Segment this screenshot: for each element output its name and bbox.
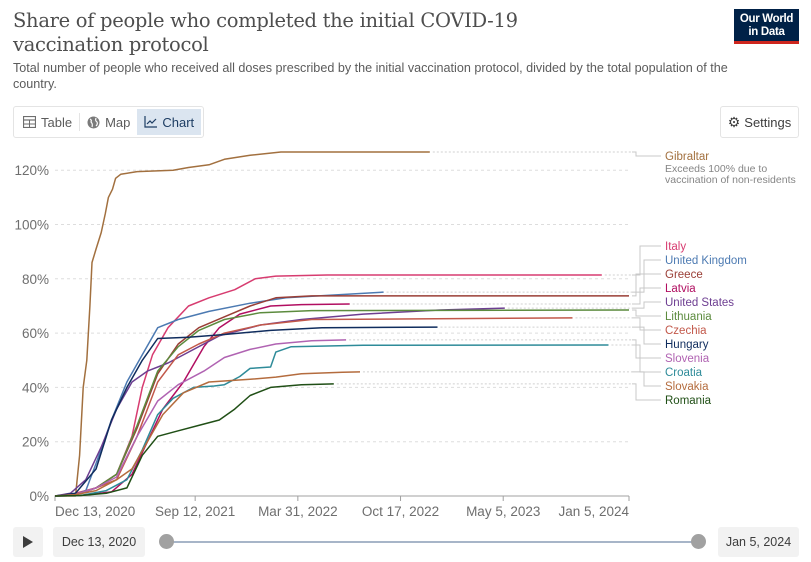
legend-label-greece: Greece — [665, 269, 703, 281]
legend-note: Exceeds 100% due to — [665, 163, 767, 175]
view-tabs: Table Map Chart — [13, 106, 205, 138]
legend-label-united-kingdom: United Kingdom — [665, 255, 747, 267]
globe-icon — [87, 116, 100, 128]
legend-label-hungary: Hungary — [665, 339, 709, 351]
tab-chart-label: Chart — [162, 114, 195, 130]
y-tick-label: 80% — [22, 272, 49, 287]
legend-connector — [632, 317, 661, 331]
y-axis-labels: 0% 20% 40% 60% 80% 100% 120% — [14, 163, 49, 504]
series-line-hungary — [54, 326, 438, 497]
legend-note: vaccination of non-residents — [665, 174, 796, 186]
legend-label-croatia: Croatia — [665, 367, 703, 379]
timeline-track[interactable] — [166, 541, 698, 543]
legend-label-czechia: Czechia — [665, 325, 707, 337]
series-line-lithuania — [54, 309, 630, 497]
x-tick-label: Dec 13, 2020 — [55, 504, 135, 519]
legend-connector — [632, 339, 661, 359]
series-line-united-states — [54, 307, 505, 497]
tab-map-label: Map — [105, 114, 131, 130]
legend-connector — [632, 344, 661, 373]
table-icon — [23, 116, 36, 128]
series-line-romania — [54, 383, 334, 497]
x-tick-label: Sep 12, 2021 — [155, 504, 235, 519]
legend-connector — [632, 301, 661, 309]
settings-button[interactable]: ⚙ Settings — [720, 106, 799, 138]
legend-connector — [632, 371, 661, 387]
y-tick-label: 40% — [22, 380, 49, 395]
play-icon — [23, 536, 33, 548]
legend-label-italy: Italy — [665, 241, 686, 253]
line-chart-icon — [144, 116, 158, 128]
series-line-croatia — [54, 344, 609, 497]
chart-subtitle: Total number of people who received all … — [13, 61, 728, 91]
tab-table[interactable]: Table — [16, 109, 79, 135]
x-tick-label: Jan 5, 2024 — [558, 504, 629, 519]
grid-lines — [55, 169, 629, 443]
y-tick-label: 100% — [14, 218, 49, 233]
settings-label: Settings — [744, 114, 792, 130]
legend-label-slovakia: Slovakia — [665, 381, 709, 393]
y-tick-label: 120% — [14, 163, 49, 178]
series-line-slovenia — [54, 339, 347, 497]
chart-title: Share of people who completed the initia… — [13, 9, 518, 56]
legend-label-slovenia: Slovenia — [665, 353, 710, 365]
y-tick-label: 20% — [22, 435, 49, 450]
legend-label-united-states: United States — [665, 297, 734, 309]
timeline-end-date[interactable]: Jan 5, 2024 — [718, 527, 799, 557]
x-tick-label: Oct 17, 2022 — [362, 504, 439, 519]
legend-connector — [632, 383, 661, 401]
legend-connector — [632, 326, 661, 345]
legend-connector — [632, 287, 661, 305]
legend-connector — [632, 273, 661, 297]
line-chart: 0% 20% 40% 60% 80% 100% 120% Dec 13, 2020 Sep 1… — [14, 151, 796, 519]
series-line-slovakia — [54, 371, 361, 497]
legend-connector — [632, 309, 661, 317]
logo-line-2: in Data — [748, 26, 785, 38]
logo-line-1: Our World — [739, 13, 794, 25]
legend-label-gibraltar: Gibraltar — [665, 151, 709, 163]
timeline-start-handle[interactable] — [159, 534, 174, 549]
series-line-united-kingdom — [54, 291, 384, 497]
series-lines — [54, 151, 630, 497]
owid-logo[interactable]: Our World in Data — [734, 9, 799, 44]
legend-connector — [632, 151, 661, 157]
timeline-start-date[interactable]: Dec 13, 2020 — [53, 527, 145, 557]
legend-connector — [632, 259, 661, 293]
y-tick-label: 60% — [22, 326, 49, 341]
play-button[interactable] — [13, 527, 43, 557]
timeline-end-handle[interactable] — [691, 534, 706, 549]
x-axis: Dec 13, 2020 Sep 12, 2021 Mar 31, 2022 Oct … — [54, 495, 630, 519]
gear-icon: ⚙ — [727, 113, 741, 130]
y-tick-label: 0% — [29, 489, 49, 504]
x-tick-label: Mar 31, 2022 — [258, 504, 338, 519]
legend-label-lithuania: Lithuania — [665, 311, 712, 323]
legend-label-romania: Romania — [665, 395, 712, 407]
tab-table-label: Table — [41, 114, 73, 130]
legend-label-latvia: Latvia — [665, 283, 696, 295]
tab-divider — [79, 113, 81, 131]
tab-chart[interactable]: Chart — [137, 109, 202, 135]
series-line-gibraltar — [55, 151, 430, 497]
tab-map[interactable]: Map — [80, 109, 137, 135]
x-tick-label: May 5, 2023 — [466, 504, 540, 519]
